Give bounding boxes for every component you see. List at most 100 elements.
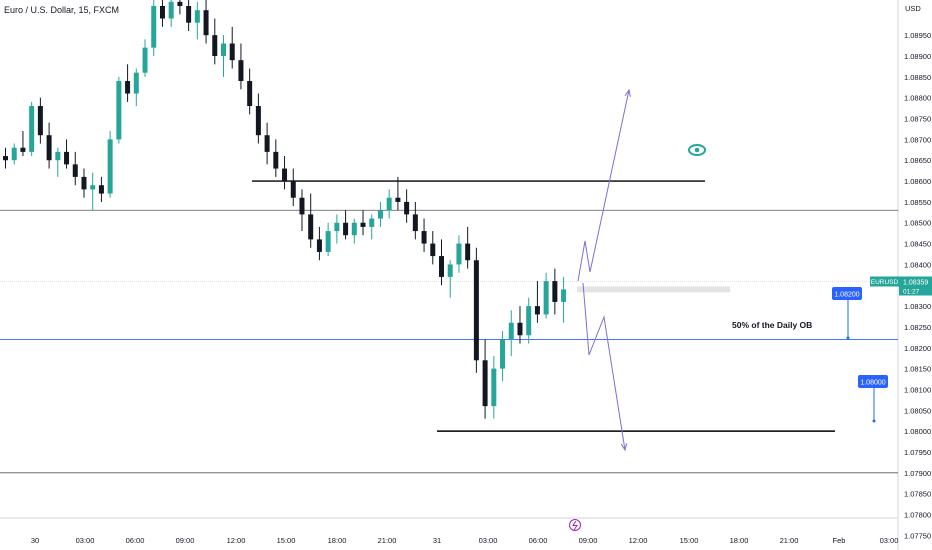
candle-body <box>46 135 52 161</box>
candle-body <box>282 168 288 182</box>
candle-body <box>55 151 61 161</box>
candle-body <box>90 185 96 190</box>
level-pin <box>872 419 876 423</box>
y-tick-label: 1.08800 <box>904 94 931 103</box>
arrow-head <box>624 88 631 97</box>
candle-body <box>177 1 183 7</box>
candle-body <box>500 339 506 369</box>
candle-body <box>430 243 436 257</box>
chart-title: Euro / U.S. Dollar, 15, FXCM <box>4 5 120 15</box>
candle-body <box>465 243 471 261</box>
currency-label: USD <box>905 4 921 13</box>
candle-body <box>561 289 567 302</box>
candle-body <box>404 201 410 215</box>
candle-body <box>526 306 532 336</box>
candle-body <box>334 222 340 232</box>
x-tick-label: 06:00 <box>126 536 145 545</box>
candle-body <box>238 60 244 82</box>
y-tick-label: 1.08550 <box>904 198 931 207</box>
y-tick-label: 1.08750 <box>904 115 931 124</box>
x-tick-label: 18:00 <box>730 536 749 545</box>
candle-body <box>299 197 305 215</box>
y-tick-label: 1.08600 <box>904 177 931 186</box>
y-tick-label: 1.08000 <box>904 427 931 436</box>
candle-body <box>37 106 43 136</box>
candle-body <box>447 264 453 277</box>
candle-body <box>72 164 78 177</box>
y-tick-label: 1.08400 <box>904 260 931 269</box>
candle-body <box>81 176 87 190</box>
price-badge-value: 1.08359 <box>903 280 928 287</box>
x-tick-label: 12:00 <box>629 536 648 545</box>
x-tick-label: 09:00 <box>579 536 598 545</box>
level-pin <box>846 336 850 340</box>
candle-body <box>543 281 549 315</box>
y-tick-label: 1.07800 <box>904 510 931 519</box>
candle-body <box>491 368 497 407</box>
candle-body <box>456 243 462 265</box>
candle-body <box>107 139 113 194</box>
level-badge <box>858 375 888 388</box>
symbol-badge <box>870 276 899 287</box>
candle-body <box>247 81 253 107</box>
candle-body <box>255 106 261 136</box>
x-tick-label: 21:00 <box>780 536 799 545</box>
eye-icon <box>688 144 706 156</box>
y-tick-label: 1.08700 <box>904 135 931 144</box>
candle-body <box>552 281 558 302</box>
candle-body <box>142 47 148 73</box>
y-tick-label: 1.08100 <box>904 385 931 394</box>
zone-rectangle <box>577 286 730 293</box>
candle-body <box>29 106 35 152</box>
x-tick-label: 15:00 <box>680 536 699 545</box>
candle-body <box>360 222 366 227</box>
candle-body <box>212 35 218 57</box>
candle-body <box>203 10 209 36</box>
y-tick-label: 1.08300 <box>904 302 931 311</box>
y-tick-label: 1.08500 <box>904 219 931 228</box>
candle-body <box>325 231 331 252</box>
y-tick-label: 1.08850 <box>904 73 931 82</box>
y-tick-label: 1.08900 <box>904 52 931 61</box>
price-badge-countdown: 01:27 <box>903 289 920 296</box>
bearish-projection-arrow <box>582 282 626 451</box>
candle-body <box>264 135 270 152</box>
x-tick-label: 12:00 <box>227 536 246 545</box>
x-tick-label: 03:00 <box>76 536 95 545</box>
candle-body <box>377 210 383 219</box>
bullish-projection-arrow <box>577 89 630 282</box>
candle-body <box>3 156 8 161</box>
candle-body <box>439 256 444 277</box>
x-tick-label: 09:00 <box>176 536 195 545</box>
y-tick-label: 1.08950 <box>904 31 931 40</box>
x-tick-label: 21:00 <box>378 536 397 545</box>
candle-body <box>273 151 279 169</box>
candle-body <box>20 147 26 152</box>
y-tick-label: 1.08050 <box>904 406 931 415</box>
level-badge-label: 1.08200 <box>834 292 859 299</box>
y-tick-label: 1.07850 <box>904 490 931 499</box>
eye-icon-pupil <box>694 147 700 153</box>
candle-body <box>421 231 427 244</box>
candle-body <box>386 197 392 211</box>
candle-body <box>308 214 314 240</box>
y-tick-label: 1.08150 <box>904 365 931 374</box>
candle-body <box>194 10 200 23</box>
candle-body <box>221 43 226 57</box>
candle-body <box>343 222 349 236</box>
x-tick-label: 15:00 <box>277 536 296 545</box>
y-tick-label: 1.08200 <box>904 344 931 353</box>
candle-body <box>508 322 514 340</box>
y-tick-label: 1.07750 <box>904 531 931 540</box>
x-tick-label: 30 <box>31 536 39 545</box>
candle-body <box>133 72 139 94</box>
candle-body <box>116 81 122 140</box>
candle-body <box>98 185 104 194</box>
x-tick-label: 06:00 <box>529 536 548 545</box>
candle-body <box>412 214 418 232</box>
candle-body <box>168 1 174 19</box>
candle-body <box>369 218 375 227</box>
y-tick-label: 1.08450 <box>904 240 931 249</box>
candle-body <box>64 151 70 165</box>
